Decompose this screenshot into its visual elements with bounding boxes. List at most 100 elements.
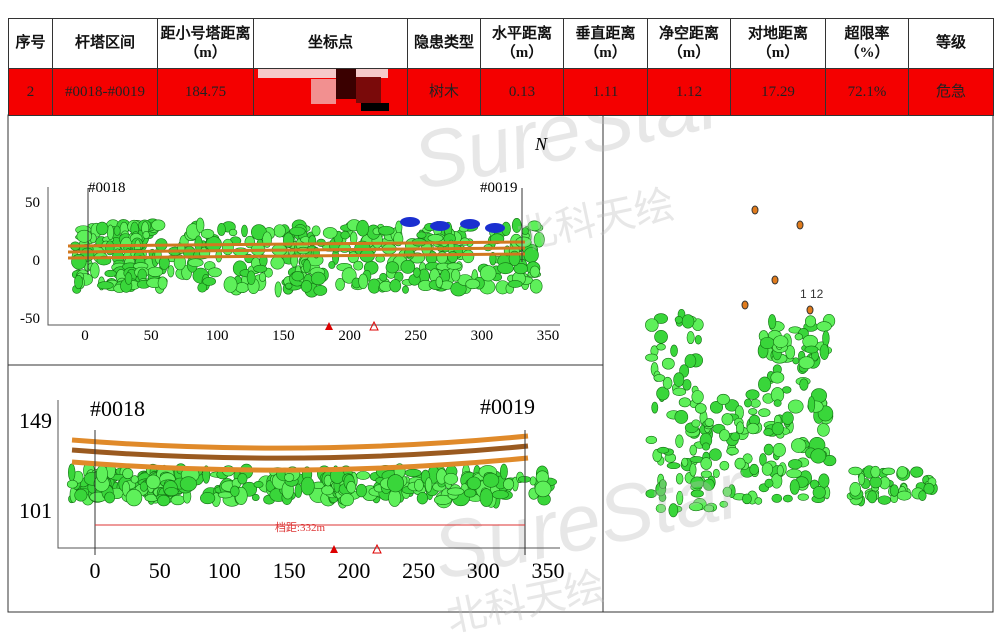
point-cloud	[781, 411, 794, 425]
x-tick-label: 300	[471, 328, 494, 344]
x-tick-label: 200	[337, 558, 370, 583]
header-cell: 坐标点	[253, 18, 408, 69]
header-cell: 水平距离（m）	[480, 18, 564, 69]
point-cloud	[122, 468, 134, 480]
point-cloud	[273, 224, 286, 238]
cell: 1.11	[563, 68, 648, 116]
blue-cloud	[460, 219, 480, 229]
point-cloud	[466, 476, 481, 490]
point-cloud	[503, 478, 515, 491]
point-cloud	[764, 478, 774, 488]
point-cloud	[443, 472, 459, 485]
data-row: 2 #0018-#0019 184.75 树木 0.13 1.11 1.12 1…	[8, 68, 994, 116]
point-cloud	[748, 408, 758, 415]
point-cloud	[881, 467, 895, 476]
point-cloud	[688, 502, 704, 512]
header-cell: 垂直距离（m）	[563, 18, 648, 69]
point-cloud	[157, 494, 171, 507]
point-cloud	[661, 357, 675, 370]
hazard-table: 序号 杆塔区间 距小号塔距离（m） 坐标点 隐患类型 水平距离（m） 垂直距离（m） 净空距离…	[8, 18, 994, 116]
point-cloud	[353, 260, 364, 271]
point-cloud	[684, 354, 697, 368]
point-cloud	[889, 484, 899, 497]
point-cloud	[322, 227, 338, 239]
marker	[325, 322, 333, 330]
point-cloud	[653, 313, 669, 324]
marker	[369, 320, 379, 331]
point-cloud	[691, 390, 704, 404]
watermark: 北科天绘	[513, 182, 679, 260]
point-cloud	[534, 480, 552, 498]
point-cloud	[645, 489, 657, 499]
header-cell: 杆塔区间	[52, 18, 158, 69]
point-cloud	[179, 476, 197, 492]
point-cloud	[773, 335, 789, 348]
point-cloud	[424, 477, 433, 493]
point-cloud	[356, 471, 371, 480]
point-cloud	[379, 273, 388, 282]
point-cloud	[147, 266, 164, 277]
point-cloud	[848, 466, 863, 476]
point-cloud	[195, 217, 205, 233]
point-cloud	[358, 273, 369, 290]
point-cloud	[653, 374, 666, 382]
point-cloud	[789, 479, 800, 495]
x-tick-label: 250	[402, 558, 435, 583]
point-cloud	[670, 344, 678, 357]
point-cloud	[656, 386, 670, 401]
tower-label: #0018	[90, 396, 145, 421]
point-cloud	[302, 259, 311, 274]
point-cloud	[726, 446, 739, 456]
point-cloud	[221, 238, 234, 256]
point-cloud	[694, 403, 707, 414]
point-cloud	[750, 398, 761, 408]
point-cloud	[651, 401, 659, 414]
point-cloud	[754, 497, 763, 505]
point-cloud	[742, 493, 752, 505]
header-row: 序号 杆塔区间 距小号塔距离（m） 坐标点 隐患类型 水平距离（m） 垂直距离（m） 净空距离…	[8, 18, 994, 69]
point-cloud	[694, 334, 702, 345]
point-cloud	[228, 228, 238, 237]
tower-label: #0019	[480, 394, 535, 419]
point-cloud	[414, 478, 424, 492]
blue-cloud	[430, 221, 450, 231]
point-cloud	[666, 462, 681, 470]
point-cloud	[328, 261, 336, 269]
point-cloud	[658, 479, 667, 489]
point-cloud	[817, 423, 830, 437]
point-cloud	[782, 494, 793, 503]
point-cloud	[799, 378, 809, 391]
point-cloud	[113, 225, 121, 236]
point-cloud	[146, 474, 161, 489]
point-cloud	[678, 397, 691, 408]
point-cloud	[672, 387, 687, 396]
point-cloud	[870, 465, 881, 479]
point-cloud	[673, 372, 685, 387]
point-cloud	[676, 490, 684, 506]
x-tick-label: 100	[206, 328, 229, 344]
point-cloud	[735, 421, 745, 435]
header-cell: 净空距离（m）	[647, 18, 731, 69]
cell: 1.12	[647, 68, 731, 116]
point-cloud	[151, 219, 166, 231]
point-cloud	[157, 276, 168, 290]
point-cloud	[681, 457, 689, 467]
point-cloud	[96, 465, 108, 483]
point-cloud	[341, 267, 357, 284]
point-cloud	[130, 475, 139, 484]
x-tick-label: 0	[81, 328, 89, 344]
point-cloud	[771, 422, 784, 436]
point-cloud	[682, 379, 692, 391]
point-cloud	[662, 376, 673, 390]
point-cloud	[259, 272, 267, 282]
conductor-point	[751, 205, 759, 215]
point-cloud	[719, 460, 730, 471]
point-cloud	[300, 476, 315, 496]
point-cloud	[291, 271, 305, 282]
point-cloud	[463, 488, 477, 498]
point-cloud	[311, 225, 321, 237]
cell: 树木	[407, 68, 481, 116]
point-cloud	[849, 482, 862, 497]
point-cloud	[709, 400, 724, 414]
point-cloud	[810, 448, 827, 464]
